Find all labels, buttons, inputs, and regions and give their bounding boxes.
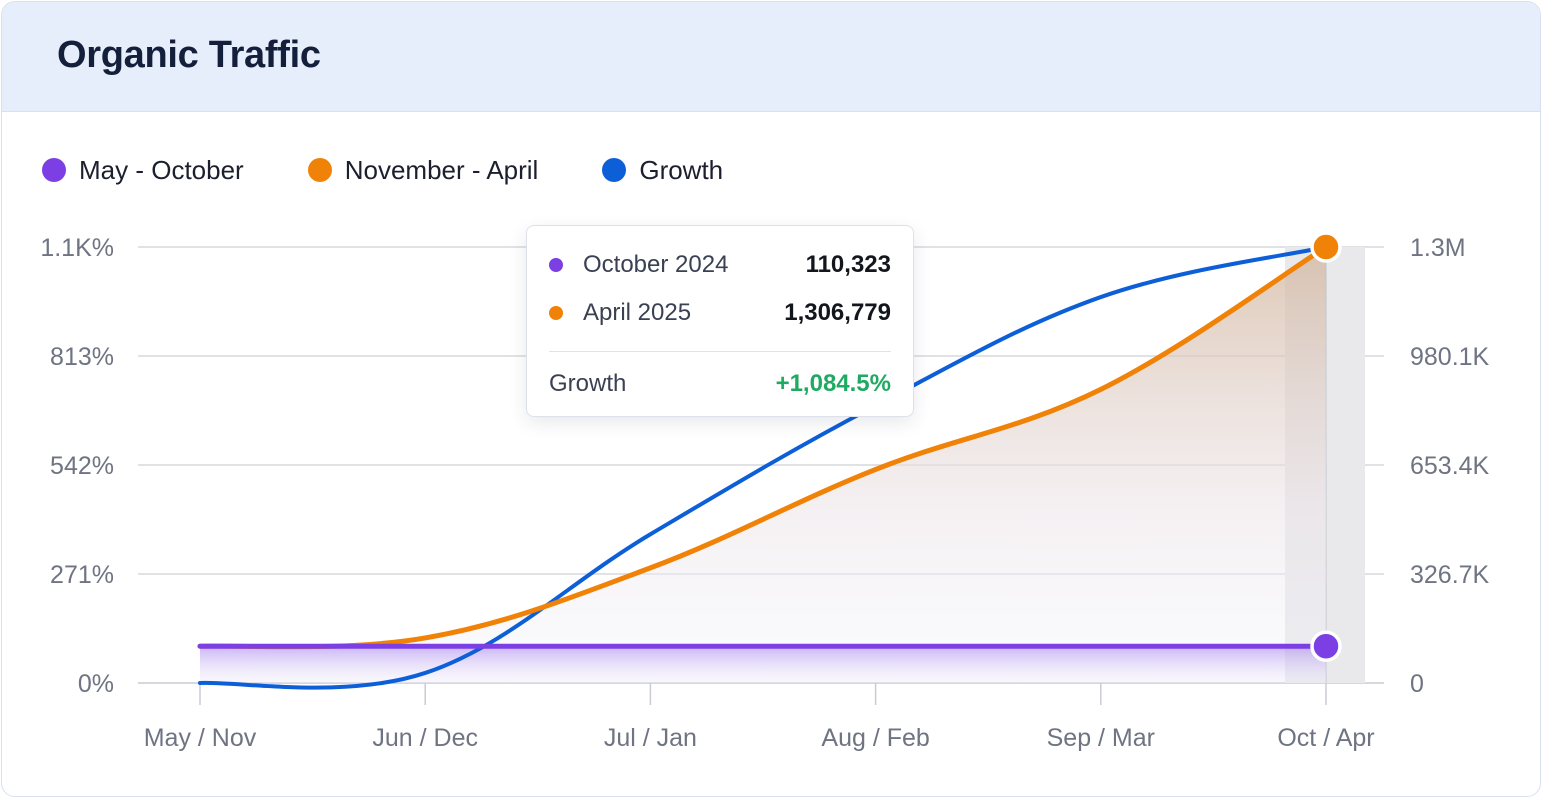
y-left-tick-label: 0% [78, 670, 114, 698]
tooltip-row-october-2024: October 2024 110,323 [549, 241, 891, 289]
y-left-tick-label: 542% [50, 452, 114, 480]
y-right-tick-label: 653.4K [1410, 452, 1490, 480]
legend-dot-november-april [307, 158, 332, 182]
marker-may-october [1310, 630, 1342, 662]
tooltip-label-april-2025: April 2025 [583, 299, 692, 326]
tooltip-value-growth: +1,084.5% [775, 370, 891, 397]
x-tick-label: Sep / Mar [1047, 724, 1155, 752]
legend-label-november-april: November - April [344, 154, 539, 185]
tooltip-divider [549, 351, 891, 352]
y-left-tick-label: 1.1K% [40, 234, 114, 262]
area-november-april [200, 247, 1326, 683]
y-left-tick-label: 271% [50, 561, 114, 589]
legend-dot-growth [602, 158, 627, 182]
tooltip-dot-october-2024 [549, 258, 563, 272]
tooltip-row-april-2025: April 2025 1,306,779 [549, 289, 891, 337]
tooltip-label-october-2024: October 2024 [583, 251, 729, 278]
legend-item-may-october[interactable]: May - October [42, 155, 244, 186]
chart-legend: May - October November - April Growth [42, 152, 787, 188]
x-tick-label: Aug / Feb [821, 724, 929, 752]
line-november-april [197, 244, 1329, 650]
legend-item-growth[interactable]: Growth [602, 155, 723, 186]
tooltip-dot-april-2025 [549, 306, 563, 320]
legend-label-may-october: May - October [79, 154, 244, 185]
tooltip-row-growth: Growth +1,084.5% [549, 360, 891, 408]
card-title: Organic Traffic [57, 34, 321, 76]
tooltip-value-october-2024: 110,323 [805, 251, 891, 278]
y-right-tick-label: 326.7K [1410, 561, 1490, 589]
card-header: Organic Traffic [2, 2, 1540, 112]
y-right-tick-label: 0 [1410, 670, 1424, 698]
tooltip-label-growth: Growth [549, 370, 627, 397]
y-right-tick-label: 1.3M [1410, 234, 1466, 262]
chart-tooltip: October 2024 110,323 April 2025 1,306,77… [526, 225, 914, 417]
x-tick-label: Oct / Apr [1277, 724, 1374, 752]
tooltip-value-april-2025: 1,306,779 [784, 299, 891, 326]
y-right-tick-label: 980.1K [1410, 343, 1490, 371]
x-tick-label: Jun / Dec [372, 724, 478, 752]
legend-item-november-april[interactable]: November - April [307, 154, 539, 186]
x-tick-label: May / Nov [144, 724, 257, 752]
line-growth [198, 245, 1328, 690]
legend-dot-may-october [42, 158, 66, 182]
y-left-tick-label: 813% [50, 343, 114, 371]
area-may-october [200, 646, 1326, 683]
legend-label-growth: Growth [639, 154, 724, 185]
marker-november-april [1310, 231, 1342, 263]
x-tick-label: Jul / Jan [604, 724, 697, 752]
